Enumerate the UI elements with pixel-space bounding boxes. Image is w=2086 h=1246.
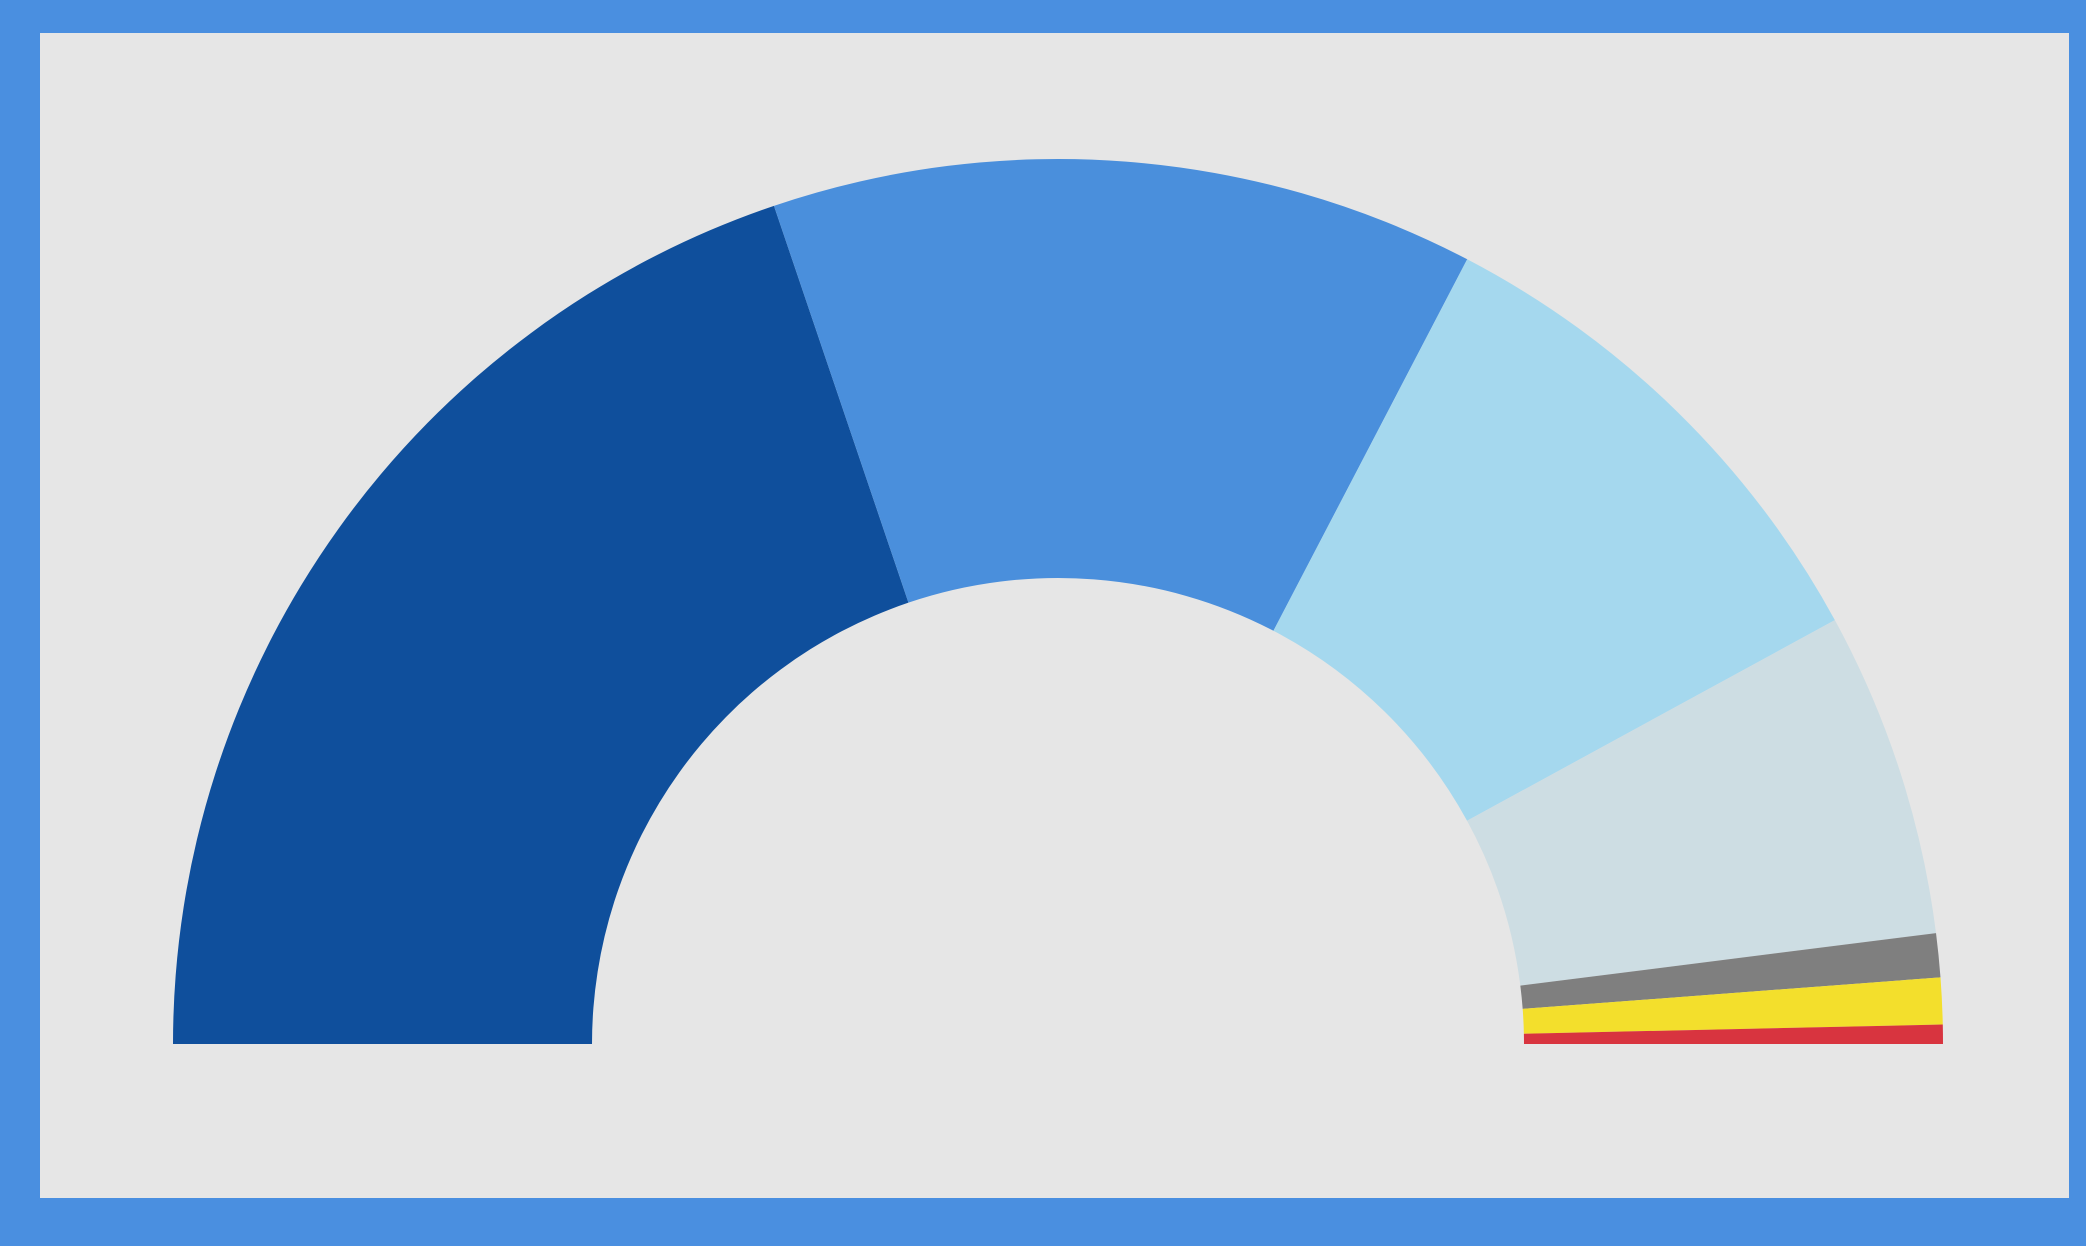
segment [1520, 933, 1941, 1009]
segment [1467, 620, 1937, 986]
segment [773, 159, 1468, 631]
segment [1522, 977, 1943, 1034]
segment [1273, 259, 1835, 821]
segment [173, 205, 909, 1044]
segment [1523, 1024, 1943, 1044]
